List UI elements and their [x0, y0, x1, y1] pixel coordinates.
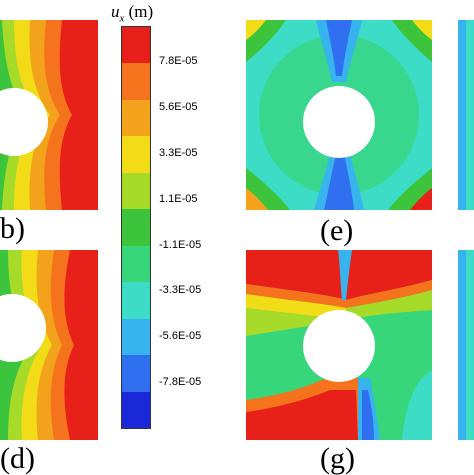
- legend-title: ux (m): [111, 2, 153, 24]
- panel-right-bottom-crop: [458, 250, 474, 440]
- panel-b-label: b): [0, 212, 25, 245]
- legend-subscript: x: [119, 12, 125, 25]
- colorbar: [121, 26, 151, 429]
- colorbar-swatch: [122, 63, 150, 100]
- panel-e-label: (e): [320, 214, 354, 247]
- colorbar-tick-label: -1.1E-05: [159, 238, 202, 251]
- colorbar-tick-label: 1.1E-05: [159, 192, 198, 205]
- panel-b-contour: [0, 20, 98, 210]
- colorbar-tick-label: -3.3E-05: [159, 284, 202, 297]
- colorbar-tick-label: -7.8E-05: [159, 375, 202, 388]
- colorbar-swatch: [122, 391, 150, 428]
- colorbar-swatch: [122, 318, 150, 356]
- panel-g-label: (g): [320, 442, 355, 475]
- legend-symbol: u: [111, 2, 120, 21]
- colorbar-swatch: [122, 172, 150, 210]
- colorbar-swatch: [122, 209, 150, 246]
- panel-d-contour: [0, 250, 98, 440]
- colorbar-swatch: [122, 99, 150, 137]
- colorbar-tick-label: -5.6E-05: [159, 330, 202, 343]
- legend-unit: (m): [128, 2, 154, 21]
- colorbar-swatch: [122, 282, 150, 319]
- colorbar-swatch: [122, 27, 150, 64]
- colorbar-swatch: [122, 245, 150, 283]
- colorbar-tick-label: 5.6E-05: [159, 101, 198, 114]
- panel-d-label: (d): [0, 442, 35, 475]
- colorbar-tick-label: 7.8E-05: [159, 55, 198, 68]
- panel-g-contour: [246, 250, 432, 440]
- colorbar-tick-label: 3.3E-05: [159, 146, 198, 159]
- colorbar-swatch: [122, 355, 150, 392]
- panel-e-contour: [246, 20, 432, 210]
- panel-right-top-crop: [458, 20, 474, 210]
- colorbar-swatch: [122, 136, 150, 173]
